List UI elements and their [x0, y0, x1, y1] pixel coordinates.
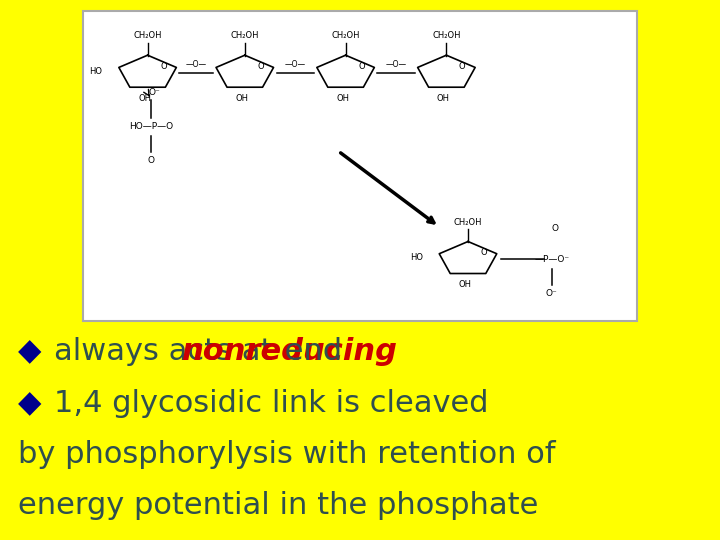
Text: O: O [160, 62, 166, 71]
Text: O: O [552, 224, 559, 233]
Text: O⁻: O⁻ [149, 87, 161, 97]
Text: nonreducing: nonreducing [181, 338, 397, 367]
Text: OH: OH [459, 280, 472, 289]
Text: O⁻: O⁻ [546, 289, 557, 298]
Text: O: O [358, 62, 364, 71]
Text: by phosphorylysis with retention of: by phosphorylysis with retention of [18, 440, 556, 469]
Text: O: O [257, 62, 264, 71]
Text: O: O [148, 156, 155, 165]
Text: ◆: ◆ [18, 338, 42, 367]
Text: —O—: —O— [385, 60, 407, 69]
Text: end: end [275, 338, 342, 367]
Text: O: O [459, 62, 465, 71]
Text: CH₂OH: CH₂OH [432, 31, 461, 40]
Text: ◆: ◆ [18, 389, 42, 418]
Text: CH₂OH: CH₂OH [230, 31, 259, 40]
Text: —P—O⁻: —P—O⁻ [534, 255, 570, 264]
Text: HO: HO [410, 253, 423, 262]
Text: CH₂OH: CH₂OH [133, 31, 162, 40]
Text: energy potential in the phosphate: energy potential in the phosphate [18, 491, 539, 521]
Text: OH: OH [235, 94, 248, 103]
Text: HO—P—O: HO—P—O [129, 122, 174, 131]
Text: CH₂OH: CH₂OH [331, 31, 360, 40]
Text: 1,4 glycosidic link is cleaved: 1,4 glycosidic link is cleaved [54, 389, 488, 418]
Text: OH: OH [336, 94, 349, 103]
Text: OH: OH [138, 94, 151, 103]
Text: O: O [480, 248, 487, 257]
Text: CH₂OH: CH₂OH [454, 218, 482, 227]
Text: always acts at: always acts at [54, 338, 282, 367]
Text: —O—: —O— [284, 60, 306, 69]
Bar [83, 11, 637, 321]
Text: —O—: —O— [186, 60, 207, 69]
Text: OH: OH [437, 94, 450, 103]
Text: HO: HO [89, 66, 102, 76]
